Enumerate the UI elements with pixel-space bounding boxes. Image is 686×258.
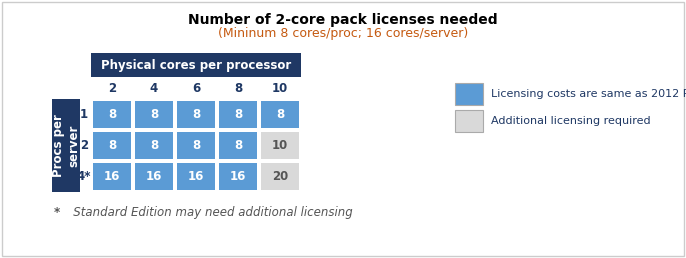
Text: 4*: 4*: [77, 170, 91, 183]
Text: Standard Edition may need additional licensing: Standard Edition may need additional lic…: [62, 206, 353, 219]
Text: Physical cores per processor: Physical cores per processor: [101, 59, 291, 71]
Text: (Mininum 8 cores/proc; 16 cores/server): (Mininum 8 cores/proc; 16 cores/server): [218, 27, 468, 40]
Text: 8: 8: [234, 108, 242, 121]
Text: Additional licensing required: Additional licensing required: [491, 116, 650, 126]
Bar: [219, 163, 257, 190]
Text: Licensing costs are same as 2012 R2: Licensing costs are same as 2012 R2: [491, 89, 686, 99]
Bar: [219, 132, 257, 159]
Text: 16: 16: [146, 170, 162, 183]
Text: Number of 2-core pack licenses needed: Number of 2-core pack licenses needed: [188, 13, 498, 27]
Bar: [261, 132, 299, 159]
Bar: [455, 83, 483, 105]
Text: 8: 8: [108, 108, 116, 121]
Bar: [177, 163, 215, 190]
Text: 10: 10: [272, 139, 288, 152]
Bar: [93, 101, 131, 128]
Text: 8: 8: [234, 139, 242, 152]
Text: 2: 2: [108, 83, 116, 95]
Text: 4: 4: [150, 83, 158, 95]
Bar: [135, 163, 173, 190]
Bar: [93, 163, 131, 190]
Text: 8: 8: [108, 139, 116, 152]
Text: Procs per
server: Procs per server: [52, 114, 80, 177]
Bar: [177, 101, 215, 128]
Bar: [91, 53, 301, 77]
Bar: [93, 132, 131, 159]
Bar: [52, 99, 80, 192]
Bar: [261, 163, 299, 190]
Text: 6: 6: [192, 83, 200, 95]
Text: 8: 8: [276, 108, 284, 121]
Bar: [261, 101, 299, 128]
Bar: [135, 132, 173, 159]
Text: 2: 2: [80, 139, 88, 152]
Text: 8: 8: [192, 139, 200, 152]
Bar: [135, 101, 173, 128]
Bar: [177, 132, 215, 159]
Text: 16: 16: [188, 170, 204, 183]
Text: 1: 1: [80, 108, 88, 121]
Text: 10: 10: [272, 83, 288, 95]
Text: 8: 8: [192, 108, 200, 121]
Text: 8: 8: [234, 83, 242, 95]
Text: *: *: [54, 206, 60, 219]
Text: 8: 8: [150, 108, 158, 121]
Text: 16: 16: [104, 170, 120, 183]
Bar: [455, 110, 483, 132]
Bar: [219, 101, 257, 128]
Text: 20: 20: [272, 170, 288, 183]
Text: 16: 16: [230, 170, 246, 183]
Text: 8: 8: [150, 139, 158, 152]
